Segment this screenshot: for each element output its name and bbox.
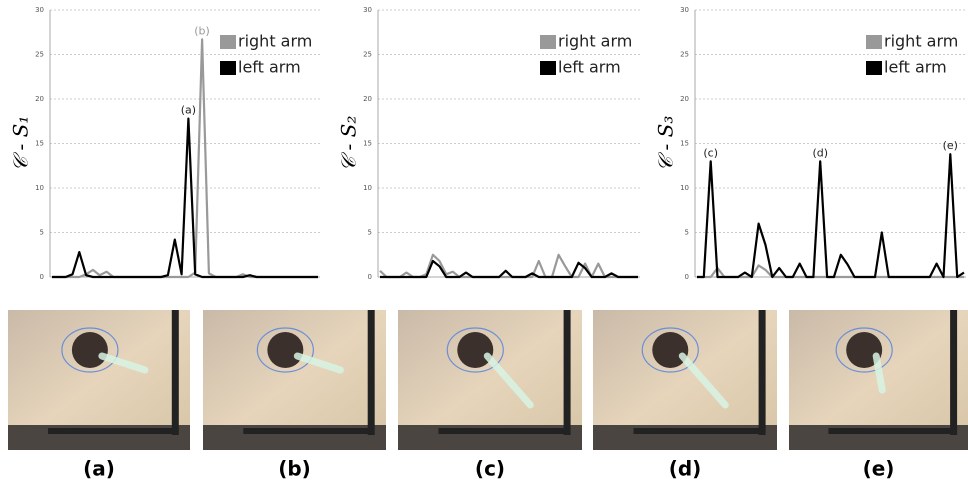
y-tick-label: 20 — [363, 95, 372, 103]
series-line — [52, 117, 318, 279]
y-tick-label: 0 — [40, 273, 44, 281]
y-tick-label: 10 — [35, 184, 44, 192]
photo-rail — [828, 428, 954, 434]
panel-caption: (e) — [863, 457, 895, 481]
tracked-arm — [293, 352, 344, 374]
tracking-halo — [61, 327, 119, 373]
y-tick-label: 20 — [35, 95, 44, 103]
series-line — [697, 264, 964, 279]
y-tick-label: 30 — [363, 6, 372, 14]
person — [71, 332, 108, 368]
series-line — [379, 253, 638, 279]
y-tick-label: 15 — [35, 140, 44, 148]
legend-swatch — [866, 61, 882, 75]
y-tick-label: 15 — [680, 140, 689, 148]
y-tick-label: 20 — [680, 95, 689, 103]
annotation: (d) — [812, 146, 828, 159]
y-tick-label: 30 — [35, 6, 44, 14]
y-tick-label: 25 — [363, 51, 372, 59]
y-tick-label: 15 — [363, 140, 372, 148]
tracked-arm — [872, 352, 886, 394]
person — [267, 332, 304, 368]
panel-caption: (b) — [278, 457, 311, 481]
legend-label: right arm — [238, 32, 312, 51]
y-tick-label: 10 — [680, 184, 689, 192]
tracked-arm — [483, 352, 534, 409]
y-axis-label: 𝒞 - S₃ — [654, 116, 678, 172]
tracking-halo — [835, 327, 893, 373]
photo-rail — [438, 428, 568, 434]
y-tick-label: 0 — [685, 273, 689, 281]
person — [457, 332, 494, 368]
tracked-arm — [678, 352, 729, 409]
photo-pole — [758, 310, 766, 435]
series-line — [380, 259, 638, 279]
y-tick-label: 25 — [680, 51, 689, 59]
tracking-halo — [446, 327, 504, 373]
tracking-halo — [256, 327, 314, 373]
annotation: (a) — [181, 104, 196, 117]
photo-rail — [48, 428, 176, 434]
panel-caption: (d) — [669, 457, 702, 481]
photo-pole — [563, 310, 571, 435]
photo-pole — [367, 310, 375, 435]
y-tick-label: 0 — [368, 273, 372, 281]
photo-rail — [243, 428, 372, 434]
y-tick-label: 25 — [35, 51, 44, 59]
photo-strip — [8, 310, 968, 450]
y-axis-label: 𝒞 - S₂ — [337, 116, 361, 172]
photo-pole — [950, 310, 958, 435]
annotation: (e) — [943, 139, 958, 152]
annotation: (b) — [194, 24, 210, 37]
annotation: (c) — [703, 146, 718, 159]
panel-caption: (c) — [475, 457, 505, 481]
photo-rail — [633, 428, 763, 434]
legend-swatch — [220, 61, 236, 75]
legend-label: right arm — [558, 32, 632, 51]
y-axis-label: 𝒞 - S₁ — [9, 116, 33, 172]
legend-label: left arm — [884, 58, 947, 77]
legend-label: left arm — [238, 58, 301, 77]
photo-pole — [171, 310, 179, 435]
y-tick-label: 10 — [363, 184, 372, 192]
legend-swatch — [220, 35, 236, 49]
tracked-arm — [98, 352, 149, 374]
y-tick-label: 30 — [680, 6, 689, 14]
series-line — [697, 153, 965, 279]
person — [652, 332, 689, 368]
legend-swatch — [866, 35, 882, 49]
legend-label: left arm — [558, 58, 621, 77]
y-tick-label: 5 — [368, 229, 372, 237]
legend-swatch — [540, 35, 556, 49]
panel-caption: (a) — [83, 457, 115, 481]
y-tick-label: 5 — [685, 229, 689, 237]
tracking-halo — [641, 327, 699, 373]
legend-swatch — [540, 61, 556, 75]
legend-label: right arm — [884, 32, 958, 51]
y-tick-label: 5 — [40, 229, 44, 237]
